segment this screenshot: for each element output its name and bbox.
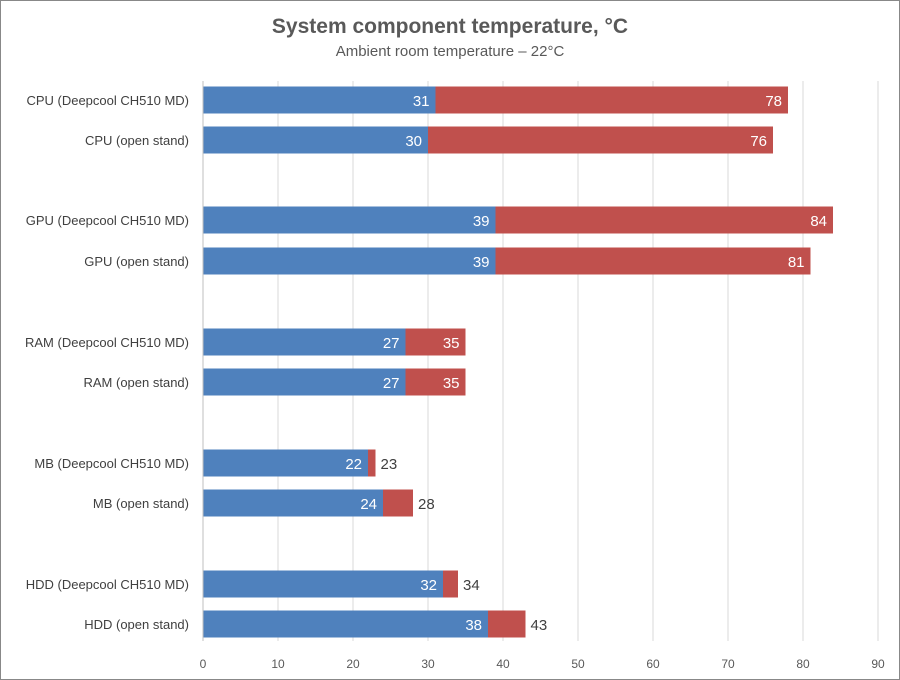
- data-label-min: 31: [413, 93, 430, 110]
- category-label: RAM (Deepcool CH510 MD): [25, 335, 189, 350]
- bar-min: [203, 86, 436, 114]
- data-label-min: 27: [383, 375, 400, 392]
- category-label: GPU (open stand): [84, 254, 189, 269]
- data-label-min: 24: [360, 496, 377, 513]
- data-label-max: 43: [531, 617, 548, 634]
- bar-max: [495, 206, 833, 234]
- x-tick-label: 0: [200, 657, 207, 671]
- data-label-max: 35: [443, 335, 460, 352]
- x-tick-label: 80: [796, 657, 810, 671]
- bar-min: [203, 368, 406, 396]
- data-label-min: 22: [345, 456, 362, 473]
- category-label: MB (open stand): [93, 496, 189, 511]
- bar-min: [203, 126, 428, 154]
- data-label-max: 34: [463, 577, 480, 594]
- category-label: GPU (Deepcool CH510 MD): [26, 213, 189, 228]
- category-label: RAM (open stand): [84, 375, 190, 390]
- category-label: MB (Deepcool CH510 MD): [34, 456, 189, 471]
- bar-min: [203, 570, 443, 598]
- x-tick-label: 50: [571, 657, 585, 671]
- data-label-min: 38: [465, 617, 482, 634]
- x-tick-label: 40: [496, 657, 510, 671]
- x-tick-label: 10: [271, 657, 285, 671]
- bar-min: [203, 610, 488, 638]
- bar-max: [405, 328, 466, 356]
- data-label-min: 27: [383, 335, 400, 352]
- category-label: CPU (open stand): [85, 133, 189, 148]
- x-tick-label: 70: [721, 657, 735, 671]
- data-label-max: 76: [750, 133, 767, 150]
- bar-max: [405, 368, 466, 396]
- category-label: CPU (Deepcool CH510 MD): [26, 93, 189, 108]
- bar-max: [383, 489, 413, 517]
- data-label-min: 39: [473, 213, 490, 230]
- bar-max: [368, 449, 376, 477]
- bar-max: [428, 126, 773, 154]
- bar-min: [203, 206, 496, 234]
- data-label-max: 78: [765, 93, 782, 110]
- data-label-min: 32: [420, 577, 437, 594]
- bar-max: [495, 247, 811, 275]
- bar-min: [203, 247, 496, 275]
- data-label-min: 39: [473, 254, 490, 271]
- bar-max: [443, 570, 458, 598]
- bar-min: [203, 489, 383, 517]
- x-tick-label: 30: [421, 657, 435, 671]
- data-label-min: 30: [405, 133, 422, 150]
- chart-title: System component temperature, °C: [271, 15, 629, 38]
- data-label-max: 35: [443, 375, 460, 392]
- data-label-max: 23: [381, 456, 398, 473]
- x-tick-label: 90: [871, 657, 885, 671]
- category-label: HDD (open stand): [84, 617, 189, 632]
- category-label: HDD (Deepcool CH510 MD): [26, 577, 189, 592]
- bar-max: [488, 610, 526, 638]
- x-tick-label: 60: [646, 657, 660, 671]
- bar-min: [203, 449, 368, 477]
- chart-subtitle: Ambient room temperature – 22°C: [335, 43, 565, 60]
- data-label-max: 84: [810, 213, 827, 230]
- x-tick-label: 20: [346, 657, 360, 671]
- data-label-max: 28: [418, 496, 435, 513]
- bar-min: [203, 328, 406, 356]
- bar-max: [435, 86, 788, 114]
- data-label-max: 81: [788, 254, 805, 271]
